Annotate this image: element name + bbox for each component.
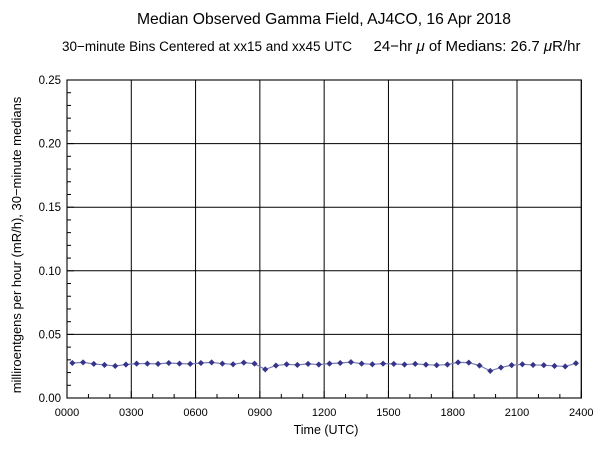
svg-text:1200: 1200 [312, 407, 336, 419]
svg-text:0.15: 0.15 [39, 202, 61, 214]
svg-text:milliroentgens per hour (mR/h): milliroentgens per hour (mR/h), 30−minut… [9, 96, 24, 393]
svg-text:0.20: 0.20 [39, 139, 61, 151]
svg-text:1800: 1800 [440, 407, 464, 419]
svg-text:0600: 0600 [183, 407, 207, 419]
svg-text:0.05: 0.05 [39, 329, 61, 341]
svg-text:0000: 0000 [55, 407, 79, 419]
svg-text:0900: 0900 [248, 407, 272, 419]
svg-text:30−minute Bins Centered at xx1: 30−minute Bins Centered at xx15 and xx45… [62, 39, 352, 54]
svg-text:Median Observed Gamma Field, A: Median Observed Gamma Field, AJ4CO, 16 A… [137, 11, 511, 28]
svg-text:0.25: 0.25 [39, 75, 61, 87]
svg-text:0.00: 0.00 [39, 393, 61, 405]
svg-text:2100: 2100 [505, 407, 529, 419]
svg-text:0.10: 0.10 [39, 266, 61, 278]
svg-text:24−hr μ of Medians: 26.7 μR/hr: 24−hr μ of Medians: 26.7 μR/hr [374, 38, 581, 55]
svg-text:Time (UTC): Time (UTC) [294, 423, 359, 437]
svg-text:0300: 0300 [119, 407, 143, 419]
svg-text:2400: 2400 [569, 407, 593, 419]
svg-text:1500: 1500 [376, 407, 400, 419]
